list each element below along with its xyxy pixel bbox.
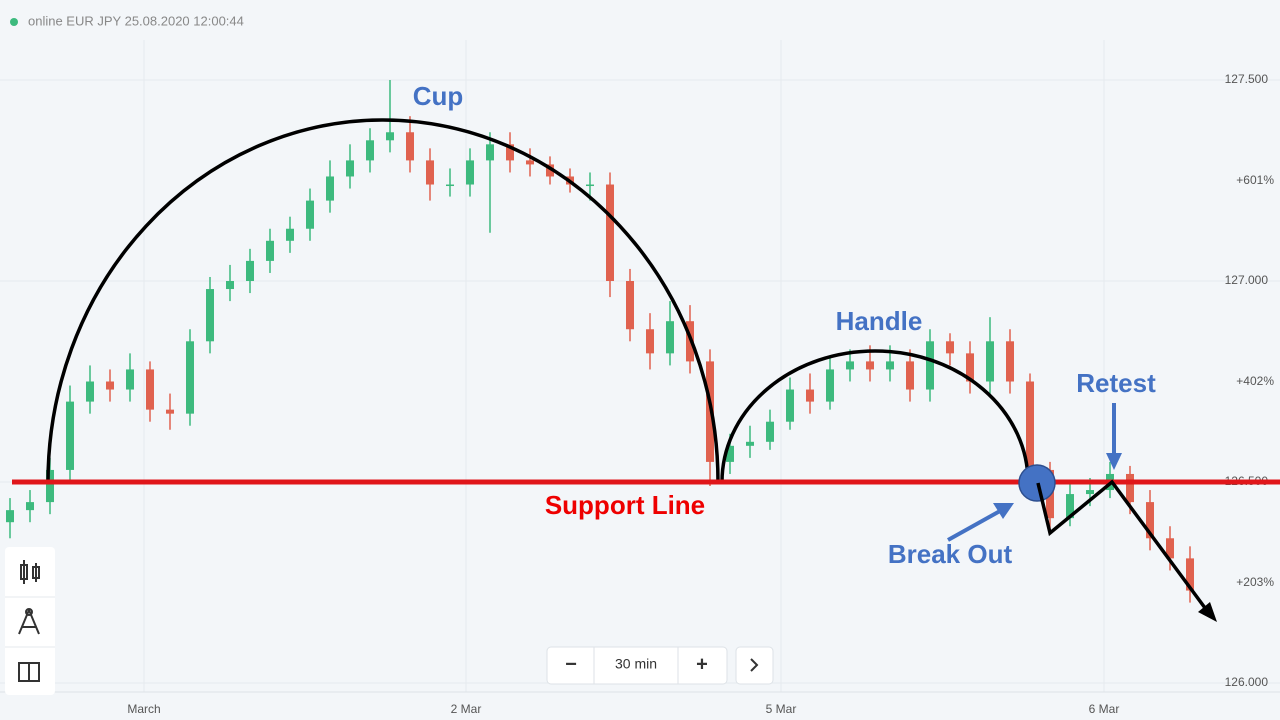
retest-arrow-head: [1106, 453, 1122, 470]
candle-body: [526, 160, 534, 165]
candle-body: [1126, 473, 1134, 503]
cup-label: Cup: [413, 81, 464, 111]
candle-body: [346, 160, 354, 177]
candle-body: [946, 341, 954, 354]
zoom-out-button[interactable]: −: [565, 653, 577, 675]
draw-tool[interactable]: [18, 608, 40, 635]
y-tick-label: 126.000: [1225, 675, 1269, 689]
candle-body: [1086, 490, 1094, 495]
cup-arc: [46, 118, 720, 483]
candle-body: [466, 160, 474, 185]
candle-body: [646, 329, 654, 354]
breakout-label: Break Out: [888, 539, 1013, 569]
candle-body: [1186, 558, 1194, 591]
candle-body: [106, 381, 114, 390]
x-tick-label: March: [127, 702, 160, 716]
candle-tool[interactable]: [20, 560, 40, 584]
candle-body: [1166, 538, 1174, 559]
candle-body: [86, 381, 94, 402]
candle-body: [1066, 494, 1074, 519]
breakout-arrow-head: [993, 503, 1014, 519]
x-tick-label: 6 Mar: [1089, 702, 1120, 716]
candle-body: [586, 184, 594, 187]
candle-body: [146, 369, 154, 410]
candle-body: [286, 228, 294, 241]
zoom-in-button[interactable]: +: [696, 653, 708, 675]
candle-body: [826, 369, 834, 402]
y2-tick-label: +601%: [1236, 173, 1274, 187]
interval-label[interactable]: 30 min: [615, 656, 657, 672]
left-tools: [5, 547, 55, 695]
candle-body: [66, 401, 74, 470]
candle-body: [546, 164, 554, 177]
handle-arc: [720, 349, 1030, 483]
breakout-arrow: [947, 509, 1001, 542]
candle-body: [326, 176, 334, 201]
candle-body: [126, 369, 134, 390]
candle-body: [1026, 381, 1034, 470]
x-tick-label: 2 Mar: [451, 702, 482, 716]
candle-body: [366, 140, 374, 161]
candle-body: [986, 341, 994, 382]
candle-body: [606, 184, 614, 281]
candle-body: [266, 240, 274, 261]
candle-body: [426, 160, 434, 185]
candle-body: [226, 281, 234, 290]
status-dot: [10, 18, 18, 26]
candle-body: [886, 361, 894, 370]
arrow-head: [1198, 602, 1217, 622]
next-icon: [750, 658, 759, 672]
layout-tool[interactable]: [18, 662, 40, 682]
candle-body: [966, 353, 974, 382]
y-tick-label: 127.500: [1225, 72, 1269, 86]
candle-body: [166, 409, 174, 414]
candle-body: [206, 289, 214, 342]
header-status: online EUR JPY 25.08.2020 12:00:44: [28, 13, 244, 28]
candle-body: [926, 341, 934, 390]
tools-panel: [5, 547, 55, 695]
candle-body: [906, 361, 914, 390]
candle-body: [186, 341, 194, 414]
handle-label: Handle: [836, 306, 923, 336]
candle-body: [306, 200, 314, 229]
candle-body: [486, 144, 494, 161]
candle-body: [846, 361, 854, 370]
candle-body: [246, 260, 254, 281]
price-path: [1036, 479, 1210, 614]
y2-tick-label: +402%: [1236, 374, 1274, 388]
retest-label: Retest: [1076, 368, 1156, 398]
candle-body: [446, 184, 454, 187]
candle-body: [806, 389, 814, 402]
candle-body: [666, 321, 674, 354]
x-tick-label: 5 Mar: [766, 702, 797, 716]
candle-body: [626, 281, 634, 330]
candle-body: [766, 421, 774, 442]
next-button[interactable]: [735, 646, 774, 685]
grid: 126.000126.500127.000127.500+203%+402%+6…: [0, 40, 1280, 716]
candle-body: [506, 144, 514, 161]
candle-body: [746, 441, 754, 446]
candle-body: [866, 361, 874, 370]
candle-body: [1146, 502, 1154, 539]
interval-box: [546, 646, 728, 685]
candle-body: [26, 502, 34, 511]
candle-body: [726, 445, 734, 462]
y-tick-label: 127.000: [1225, 273, 1269, 287]
interval-toolbar: − 30 min +: [546, 646, 774, 685]
candle-body: [406, 132, 414, 161]
candle-body: [786, 389, 794, 422]
candle-body: [1006, 341, 1014, 382]
y2-tick-label: +203%: [1236, 575, 1274, 589]
candle-body: [386, 132, 394, 141]
support-label: Support Line: [545, 490, 705, 520]
candle-body: [46, 469, 54, 503]
breakout-point: [1018, 464, 1056, 502]
candle-body: [6, 510, 14, 523]
